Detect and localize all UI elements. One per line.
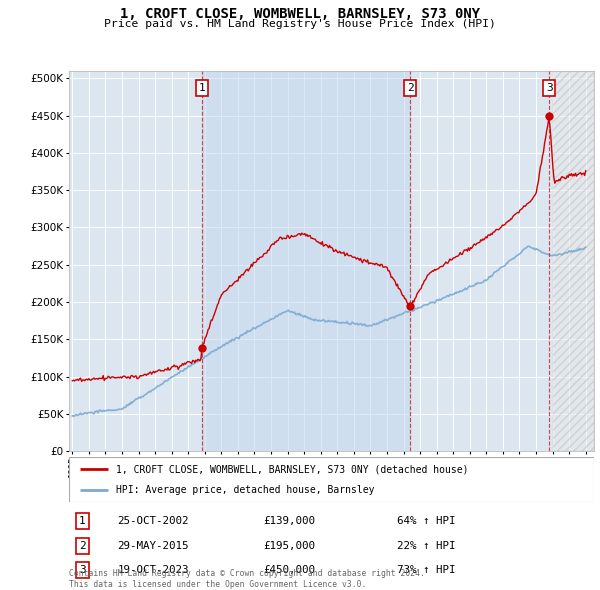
Text: 3: 3	[79, 565, 86, 575]
Text: 1: 1	[199, 83, 205, 93]
Text: 3: 3	[546, 83, 553, 93]
Text: 1: 1	[79, 516, 86, 526]
Text: 1, CROFT CLOSE, WOMBWELL, BARNSLEY, S73 0NY (detached house): 1, CROFT CLOSE, WOMBWELL, BARNSLEY, S73 …	[116, 464, 469, 474]
Text: 1, CROFT CLOSE, WOMBWELL, BARNSLEY, S73 0NY: 1, CROFT CLOSE, WOMBWELL, BARNSLEY, S73 …	[120, 7, 480, 21]
Text: £450,000: £450,000	[263, 565, 316, 575]
Text: HPI: Average price, detached house, Barnsley: HPI: Average price, detached house, Barn…	[116, 484, 375, 494]
Text: 29-MAY-2015: 29-MAY-2015	[117, 541, 189, 550]
Text: 73% ↑ HPI: 73% ↑ HPI	[397, 565, 455, 575]
Text: Contains HM Land Registry data © Crown copyright and database right 2024.
This d: Contains HM Land Registry data © Crown c…	[69, 569, 425, 589]
Bar	[553, 71, 594, 451]
Text: £195,000: £195,000	[263, 541, 316, 550]
Text: £139,000: £139,000	[263, 516, 316, 526]
Text: 19-OCT-2023: 19-OCT-2023	[117, 565, 189, 575]
Bar	[202, 71, 410, 451]
Text: 64% ↑ HPI: 64% ↑ HPI	[397, 516, 455, 526]
Text: 22% ↑ HPI: 22% ↑ HPI	[397, 541, 455, 550]
Text: 2: 2	[407, 83, 414, 93]
Text: 25-OCT-2002: 25-OCT-2002	[117, 516, 189, 526]
Text: 2: 2	[79, 541, 86, 550]
Text: Price paid vs. HM Land Registry's House Price Index (HPI): Price paid vs. HM Land Registry's House …	[104, 19, 496, 29]
FancyBboxPatch shape	[69, 457, 594, 502]
